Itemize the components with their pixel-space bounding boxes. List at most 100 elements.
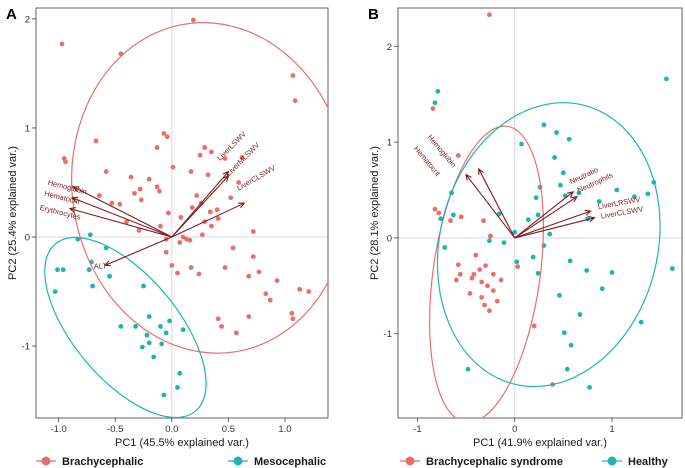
- data-point: [290, 316, 296, 322]
- data-point: [124, 219, 129, 225]
- data-point: [274, 278, 280, 284]
- loading-arrowhead: [570, 196, 579, 203]
- data-point: [246, 314, 252, 319]
- y-tick-label: -1: [22, 342, 30, 353]
- y-tick-label: 2: [25, 14, 30, 25]
- x-axis-label: PC1 (45.5% explained var.): [115, 437, 249, 449]
- data-point: [133, 324, 138, 329]
- data-point: [501, 240, 507, 246]
- data-point: [436, 210, 442, 216]
- data-point: [496, 211, 502, 217]
- y-tick-label: 0: [387, 233, 392, 244]
- data-point: [494, 298, 500, 304]
- data-point: [107, 273, 112, 279]
- data-point: [246, 273, 252, 279]
- series-brachycephalic: [59, 17, 312, 336]
- data-point: [158, 324, 163, 329]
- data-point: [87, 232, 93, 238]
- data-point: [188, 169, 194, 174]
- confidence-ellipse-brachycephalic-syndrome: [428, 125, 545, 418]
- y-tick-label: 1: [387, 138, 392, 149]
- loading-arrowhead: [238, 202, 246, 209]
- data-point: [214, 207, 220, 213]
- data-point: [669, 266, 675, 271]
- loading-arrow-hemoglobin: [73, 186, 173, 238]
- data-point: [487, 12, 492, 18]
- series-brachycephalic-syndrome: [430, 12, 556, 387]
- data-point: [250, 254, 256, 260]
- data-point: [136, 228, 142, 233]
- y-axis-label: PC2 (25.4% explained var.): [7, 146, 19, 280]
- data-point: [515, 264, 521, 270]
- data-point: [552, 155, 557, 160]
- data-point: [473, 252, 479, 258]
- confidence-ellipse-healthy: [436, 102, 661, 388]
- data-point: [483, 263, 488, 269]
- data-point: [490, 271, 496, 277]
- data-point: [306, 289, 312, 294]
- data-point: [169, 262, 175, 268]
- data-point: [166, 210, 171, 216]
- data-point: [205, 172, 211, 178]
- x-tick-label: 0.0: [165, 424, 178, 435]
- data-point: [430, 106, 436, 111]
- data-point: [267, 297, 273, 303]
- data-point: [146, 340, 152, 346]
- data-point: [180, 327, 186, 333]
- loading-label-alt: ALT: [94, 262, 108, 271]
- data-point: [93, 138, 99, 144]
- data-point: [479, 294, 485, 300]
- data-point: [645, 191, 651, 197]
- data-point: [177, 370, 183, 376]
- y-tick-label: 2: [387, 42, 392, 53]
- data-point: [558, 182, 563, 188]
- data-point: [194, 193, 200, 198]
- data-point: [584, 268, 590, 273]
- data-point: [535, 212, 541, 218]
- data-point: [297, 286, 303, 292]
- data-point: [228, 195, 234, 201]
- data-point: [530, 254, 536, 260]
- data-point: [432, 100, 438, 106]
- data-point: [498, 277, 504, 283]
- data-point: [132, 190, 137, 196]
- loading-arrowhead: [68, 207, 76, 214]
- data-point: [577, 312, 583, 317]
- data-point: [118, 324, 124, 329]
- data-point: [547, 231, 553, 237]
- data-point: [448, 218, 453, 224]
- loading-arrow-hematocrit: [72, 197, 173, 238]
- data-point: [561, 330, 567, 336]
- loading-arrowhead: [71, 196, 79, 203]
- data-point: [560, 170, 566, 176]
- data-point: [128, 174, 134, 180]
- data-point: [164, 134, 170, 140]
- data-point: [455, 262, 461, 268]
- data-point: [535, 270, 541, 276]
- plot-frame: [397, 7, 683, 419]
- data-point: [514, 259, 520, 265]
- data-point: [209, 223, 214, 229]
- data-point: [177, 240, 183, 245]
- x-tick-label: 0: [512, 424, 517, 435]
- data-point: [455, 153, 461, 158]
- data-point: [222, 156, 228, 161]
- data-point: [554, 130, 559, 135]
- data-point: [151, 354, 157, 360]
- data-point: [219, 324, 225, 329]
- data-point: [576, 190, 582, 196]
- x-tick-label: -0.5: [107, 424, 123, 435]
- data-point: [557, 292, 562, 298]
- data-point: [59, 41, 65, 47]
- plot-frame: [35, 7, 329, 419]
- x-tick-label: 1.0: [278, 424, 291, 435]
- loading-arrow-liverlrswv: [514, 210, 591, 239]
- data-point: [290, 73, 296, 79]
- series-healthy: [432, 76, 675, 390]
- x-tick-label: 1: [609, 424, 614, 435]
- data-point: [638, 319, 644, 325]
- data-point: [138, 197, 144, 203]
- data-point: [209, 149, 214, 155]
- x-tick-label: -1.0: [50, 424, 66, 435]
